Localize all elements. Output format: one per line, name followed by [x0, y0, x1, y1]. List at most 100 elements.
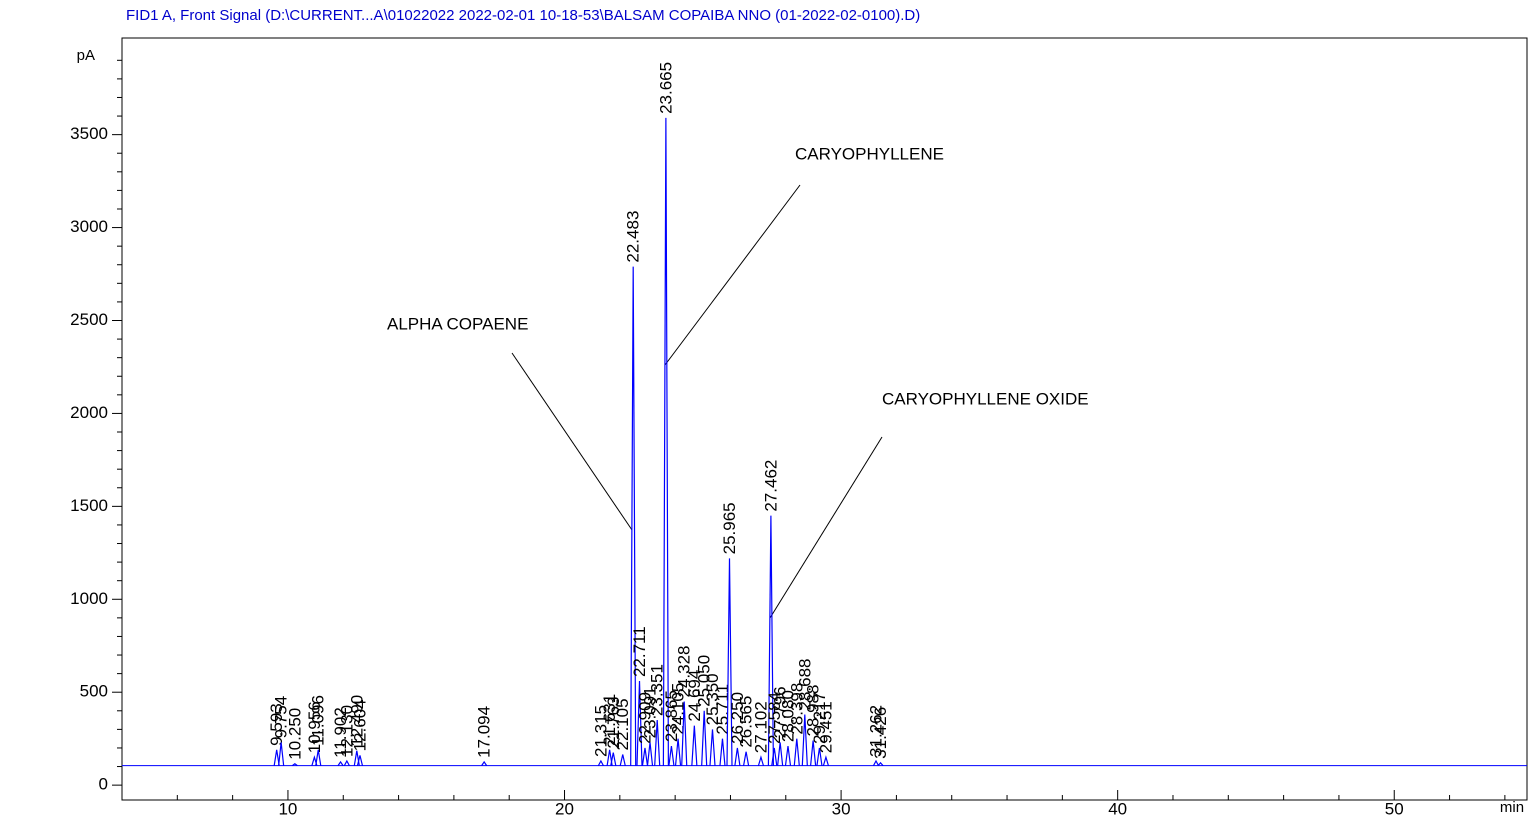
- x-tick-label: 30: [832, 799, 851, 818]
- y-axis-label: pA: [77, 47, 95, 64]
- peak-label: 12.604: [350, 699, 369, 751]
- peak: [691, 725, 698, 766]
- peak: [292, 763, 298, 767]
- peak: [801, 714, 808, 766]
- annotation-leader: [511, 352, 633, 531]
- peak: [810, 740, 817, 766]
- y-tick-label: 1500: [70, 496, 108, 515]
- y-tick-label: 0: [99, 775, 108, 794]
- peak: [315, 749, 322, 766]
- peak: [636, 681, 643, 766]
- peak-label: 23.865: [662, 690, 681, 742]
- peak-label: 24.105: [669, 683, 688, 735]
- peak-label: 22.909: [635, 692, 654, 744]
- peak: [784, 746, 792, 766]
- x-tick-label: 10: [278, 799, 297, 818]
- peak-label: 25.965: [720, 502, 739, 554]
- x-tick-label: 40: [1108, 799, 1127, 818]
- y-tick-label: 3500: [70, 124, 108, 143]
- peak-label: 27.102: [751, 701, 770, 753]
- peak-label: 23.091: [640, 686, 659, 738]
- y-tick-label: 2000: [70, 403, 108, 422]
- peak: [816, 747, 823, 766]
- peak: [343, 759, 350, 766]
- peak-label: 12.130: [337, 705, 356, 757]
- peak-label: 9.754: [272, 696, 291, 739]
- peak: [734, 747, 741, 766]
- peak-label: 31.426: [871, 707, 890, 759]
- peak-label: 10.250: [285, 708, 304, 760]
- peak: [646, 742, 654, 766]
- peak: [701, 710, 708, 766]
- peak: [674, 738, 682, 766]
- peak-label: 23.351: [648, 664, 667, 716]
- annotation-leader: [664, 184, 801, 366]
- peak: [654, 720, 661, 766]
- peak: [793, 738, 800, 766]
- peak-label: 28.398: [787, 683, 806, 735]
- peak: [662, 117, 669, 766]
- peak-label: 27.584: [765, 692, 784, 744]
- peak-label: 25.050: [695, 655, 714, 707]
- peak: [630, 266, 637, 766]
- peak-label: 25.350: [703, 673, 722, 725]
- peak: [337, 760, 344, 766]
- peak: [273, 749, 280, 766]
- peak-label: 21.763: [604, 697, 623, 749]
- peak: [619, 754, 626, 766]
- peak: [641, 747, 649, 766]
- peak: [610, 752, 617, 766]
- x-axis-label: min: [1500, 799, 1524, 816]
- peak: [743, 751, 750, 766]
- chart-title: FID1 A, Front Signal (D:\CURRENT...A\010…: [126, 7, 920, 24]
- x-tick-label: 50: [1385, 799, 1404, 818]
- peak: [822, 755, 829, 766]
- peak: [709, 729, 716, 766]
- peak-label: 26.250: [728, 692, 747, 744]
- peak: [872, 759, 880, 766]
- peak-label: 28.688: [795, 659, 814, 711]
- peak-label: 22.711: [630, 626, 649, 677]
- peak: [597, 759, 604, 766]
- peak-label: 21.315: [591, 705, 610, 757]
- peak-label: 24.694: [685, 670, 704, 722]
- peak: [278, 742, 285, 766]
- peak-label: 29.451: [816, 701, 835, 753]
- peak: [668, 746, 675, 766]
- peak-label: 21.631: [600, 694, 619, 746]
- peak: [757, 755, 765, 766]
- peak-label: 26.565: [737, 696, 756, 748]
- peak-label: 23.665: [656, 62, 675, 114]
- peak-label: 28.080: [778, 690, 797, 742]
- peak: [767, 515, 774, 766]
- x-tick-label: 20: [555, 799, 574, 818]
- peak-label: 10.956: [305, 701, 324, 753]
- peak: [681, 701, 688, 766]
- peak: [777, 742, 784, 766]
- peak-label: 22.105: [613, 698, 632, 750]
- peak-label: 28.988: [804, 685, 823, 737]
- peak-label: 11.902: [331, 707, 350, 758]
- y-tick-label: 3000: [70, 217, 108, 236]
- annotation: CARYOPHYLLENE: [795, 144, 944, 163]
- peak-label: 27.462: [761, 460, 780, 512]
- peak: [877, 761, 884, 767]
- peak-label: 12.490: [347, 695, 366, 747]
- peak-label: 27.796: [771, 686, 790, 738]
- peak: [356, 755, 364, 766]
- peak: [719, 738, 726, 766]
- peak: [481, 760, 488, 766]
- peak-label: 11.096: [309, 695, 328, 746]
- y-tick-label: 1000: [70, 589, 108, 608]
- peak-label: 31.262: [866, 705, 885, 757]
- annotation: ALPHA COPAENE: [387, 314, 528, 333]
- peak-label: 17.094: [475, 706, 494, 758]
- peak-label: 22.483: [624, 211, 643, 263]
- annotation: CARYOPHYLLENE OXIDE: [882, 389, 1089, 408]
- peak: [771, 747, 778, 766]
- y-tick-label: 500: [80, 682, 108, 701]
- peak: [726, 558, 733, 766]
- peak-label: 24.328: [675, 645, 694, 697]
- plot-frame: [121, 37, 1528, 801]
